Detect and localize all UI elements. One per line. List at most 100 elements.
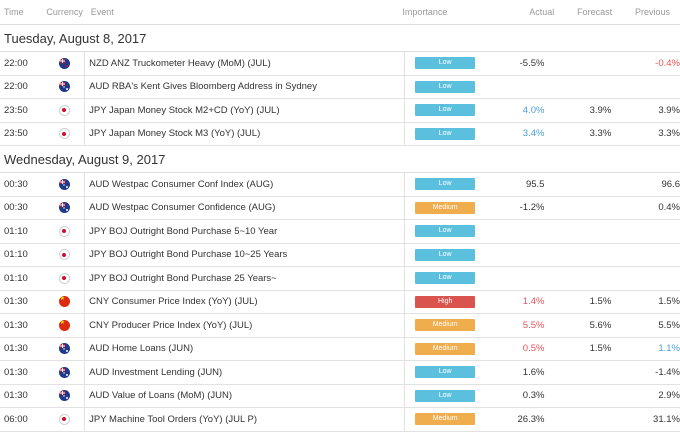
previous-value: 0.4% (658, 202, 680, 214)
importance-cell: Medium (405, 413, 485, 426)
event-name[interactable]: AUD RBA's Kent Gives Bloomberg Address i… (84, 75, 406, 98)
header-currency[interactable]: Currency (46, 7, 83, 17)
currency-cell (44, 225, 84, 237)
header-previous[interactable]: Previous (634, 7, 670, 17)
table-row[interactable]: 23:50 JPY Japan Money Stock M2+CD (YoY) (… (0, 99, 680, 123)
table-row[interactable]: 00:30 AUD Westpac Consumer Confidence (AU… (0, 196, 680, 220)
event-time: 22:00 (4, 57, 28, 69)
importance-cell: Low (405, 127, 485, 140)
previous-value: 1.5% (658, 296, 680, 308)
currency-cell (44, 128, 84, 140)
importance-badge: Low (415, 225, 476, 238)
importance-cell: Medium (405, 319, 485, 332)
event-time: 00:30 (4, 178, 28, 190)
actual-value: 95.5 (525, 178, 545, 190)
au-flag-icon (58, 343, 70, 355)
table-row[interactable]: 01:10 JPY BOJ Outright Bond Purchase 5~10… (0, 220, 680, 244)
importance-badge: Low (415, 104, 476, 117)
event-time: 01:30 (4, 296, 28, 308)
table-row[interactable]: 22:00 AUD RBA's Kent Gives Bloomberg Addr… (0, 75, 680, 99)
column-header-row: Time Currency Event Importance Actual Fo… (0, 0, 680, 25)
event-time: 01:10 (4, 249, 28, 261)
importance-badge: Low (415, 57, 476, 70)
currency-cell (44, 390, 84, 402)
event-name[interactable]: AUD Westpac Consumer Conf Index (AUG) (84, 173, 406, 196)
event-name[interactable]: CNY Producer Price Index (YoY) (JUL) (84, 314, 406, 337)
table-row[interactable]: 23:50 JPY Japan Money Stock M3 (YoY) (JUL… (0, 122, 680, 146)
au-flag-icon (58, 390, 70, 402)
event-name[interactable]: CNY Consumer Price Index (YoY) (JUL) (84, 290, 406, 313)
actual-value: 4.0% (522, 104, 545, 116)
jp-flag-icon (58, 104, 70, 116)
event-name[interactable]: JPY Japan Money Stock M2+CD (YoY) (JUL) (84, 99, 406, 122)
currency-cell (44, 104, 84, 116)
event-name[interactable]: JPY BOJ Outright Bond Purchase 25 Years~ (84, 267, 406, 290)
header-event[interactable]: Event (90, 7, 114, 17)
importance-cell: Low (405, 57, 485, 70)
event-name[interactable]: AUD Investment Lending (JUN) (84, 361, 406, 384)
table-row[interactable]: 22:00 NZD ANZ Truckometer Heavy (MoM) (JU… (0, 52, 680, 76)
event-time: 01:30 (4, 390, 28, 402)
previous-value: 3.3% (658, 128, 680, 140)
cn-flag-icon (58, 319, 70, 331)
event-name[interactable]: JPY BOJ Outright Bond Purchase 10~25 Yea… (84, 243, 406, 266)
actual-value: 1.4% (522, 296, 545, 308)
event-name[interactable]: AUD Home Loans (JUN) (84, 337, 406, 360)
event-name[interactable]: AUD Westpac Consumer Confidence (AUG) (84, 196, 406, 219)
header-actual[interactable]: Actual (529, 7, 555, 17)
table-row[interactable]: 01:30 AUD Value of Loans (MoM) (JUN) Low 0.… (0, 384, 680, 408)
event-name[interactable]: JPY Japan Money Stock M3 (YoY) (JUL) (84, 122, 406, 145)
event-name[interactable]: JPY Machine Tool Orders (YoY) (JUL P) (84, 408, 406, 431)
forecast-value: 5.6% (589, 319, 612, 331)
event-name[interactable]: JPY BOJ Outright Bond Purchase 5~10 Year (84, 220, 406, 243)
importance-badge: Medium (415, 413, 476, 426)
event-name[interactable]: NZD ANZ Truckometer Heavy (MoM) (JUL) (84, 52, 406, 75)
table-row[interactable]: 01:30 CNY Producer Price Index (YoY) (JUL… (0, 314, 680, 338)
importance-cell: Low (405, 80, 485, 93)
previous-value: -1.4% (655, 366, 680, 378)
table-row[interactable]: 01:30 AUD Home Loans (JUN) Medium 0.5% 1.5% 1… (0, 337, 680, 361)
table-row[interactable]: 01:10 JPY BOJ Outright Bond Purchase 10~2… (0, 243, 680, 267)
table-row[interactable]: 01:30 AUD Investment Lending (JUN) Low 1.6%… (0, 361, 680, 385)
currency-cell (44, 202, 84, 214)
currency-cell (44, 57, 84, 69)
header-importance[interactable]: Importance (402, 7, 448, 17)
table-row[interactable]: 01:10 JPY BOJ Outright Bond Purchase 25 Y… (0, 267, 680, 291)
importance-badge: Medium (415, 342, 476, 355)
table-row[interactable]: 01:30 CNY Consumer Price Index (YoY) (JUL… (0, 290, 680, 314)
event-name[interactable]: AUD Value of Loans (MoM) (JUN) (84, 384, 406, 407)
jp-flag-icon (58, 225, 70, 237)
importance-badge: Low (415, 366, 476, 379)
forecast-value: 1.5% (589, 343, 612, 355)
event-time: 06:00 (4, 413, 28, 425)
currency-cell (44, 366, 84, 378)
date-heading: Wednesday, August 9, 2017 (0, 146, 680, 173)
actual-value: 1.6% (522, 366, 545, 378)
event-time: 01:30 (4, 319, 28, 331)
importance-cell: Low (405, 272, 485, 285)
importance-cell: Low (405, 178, 485, 191)
importance-cell: Low (405, 225, 485, 238)
calendar-body: Tuesday, August 8, 2017 22:00 NZD ANZ Truc… (0, 25, 680, 432)
importance-badge: Medium (415, 201, 476, 214)
previous-value: 5.5% (658, 319, 680, 331)
event-time: 22:00 (4, 81, 28, 93)
currency-cell (44, 249, 84, 261)
event-time: 23:50 (4, 104, 28, 116)
nz-flag-icon (58, 57, 70, 69)
importance-cell: Medium (405, 201, 485, 214)
event-time: 00:30 (4, 202, 28, 214)
importance-badge: Low (415, 178, 476, 191)
event-time: 01:10 (4, 225, 28, 237)
previous-value: 2.9% (658, 390, 680, 402)
importance-badge: Low (415, 80, 476, 93)
previous-value: 96.6 (661, 178, 680, 190)
event-time: 01:10 (4, 272, 28, 284)
header-time[interactable]: Time (4, 7, 24, 17)
table-row[interactable]: 06:00 JPY Machine Tool Orders (YoY) (JUL … (0, 408, 680, 432)
table-row[interactable]: 00:30 AUD Westpac Consumer Conf Index (AU… (0, 173, 680, 197)
header-forecast[interactable]: Forecast (577, 7, 613, 17)
actual-value: 3.4% (522, 128, 545, 140)
importance-badge: High (415, 295, 476, 308)
